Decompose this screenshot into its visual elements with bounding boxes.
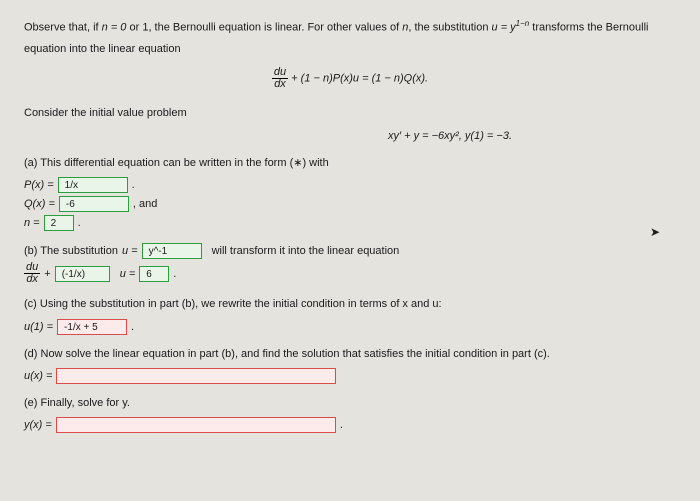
fraction: du dx — [24, 262, 40, 285]
n-input[interactable]: 2 — [44, 215, 74, 231]
intro-text: Observe that, if — [24, 22, 102, 34]
intro-sup: 1−n — [516, 19, 530, 28]
cursor-icon: ➤ — [650, 225, 660, 239]
part-d-row: u(x) = — [24, 368, 676, 384]
frac-bot: dx — [24, 274, 40, 285]
intro-line1: Observe that, if n = 0 or 1, the Bernoul… — [24, 18, 676, 36]
dot: . — [340, 419, 343, 431]
and-text: , and — [133, 198, 157, 210]
u1-input[interactable]: -1/x + 5 — [57, 319, 127, 335]
consider-text: Consider the initial value problem — [24, 106, 676, 121]
part-b-text1: (b) The substitution — [24, 245, 118, 257]
qx-input[interactable]: -6 — [59, 196, 129, 212]
qx-label: Q(x) = — [24, 198, 55, 210]
part-c-text: (c) Using the substitution in part (b), … — [24, 297, 676, 312]
n-label: n = — [24, 217, 40, 229]
u1-label: u(1) = — [24, 321, 53, 333]
dot: . — [78, 217, 81, 229]
px-input[interactable]: 1/x — [58, 177, 128, 193]
intro-math: u = y — [492, 22, 516, 34]
part-a-n-row: n = 2 . — [24, 215, 676, 231]
part-e-row: y(x) = . — [24, 417, 676, 433]
u-label: u = — [122, 245, 138, 257]
ux-label: u(x) = — [24, 370, 52, 382]
part-a-text: (a) This differential equation can be wr… — [24, 156, 676, 171]
part-b-text2: will transform it into the linear equati… — [212, 245, 400, 257]
px-label: P(x) = — [24, 179, 54, 191]
intro-text: , the substitution — [408, 22, 491, 34]
dot: . — [131, 321, 134, 333]
equation-1: du dx + (1 − n)P(x)u = (1 − n)Q(x). — [24, 67, 676, 90]
intro-line2: equation into the linear equation — [24, 42, 676, 57]
u-input[interactable]: y^-1 — [142, 243, 202, 259]
dot: . — [132, 179, 135, 191]
part-b-row1: (b) The substitution u = y^-1 will trans… — [24, 243, 676, 259]
part-e-text: (e) Finally, solve for y. — [24, 396, 676, 411]
yx-input[interactable] — [56, 417, 336, 433]
intro-math: n = 0 — [102, 22, 127, 34]
frac-bot: dx — [272, 79, 288, 90]
fraction: du dx — [272, 67, 288, 90]
ux-input[interactable] — [56, 368, 336, 384]
equation-2: xy′ + y = −6xy², y(1) = −3. — [24, 130, 676, 142]
part-a-px-row: P(x) = 1/x . — [24, 177, 676, 193]
eq-rest: + (1 − n)P(x)u = (1 − n)Q(x). — [288, 73, 428, 85]
part-c-row: u(1) = -1/x + 5 . — [24, 319, 676, 335]
dot: . — [173, 268, 176, 280]
coef-input[interactable]: (-1/x) — [55, 266, 110, 282]
plus: + — [44, 268, 50, 280]
intro-text: or 1, the Bernoulli equation is linear. … — [126, 22, 402, 34]
yx-label: y(x) = — [24, 419, 52, 431]
part-b-row2: du dx + (-1/x) u = 6 . — [24, 262, 676, 285]
part-a-qx-row: Q(x) = -6 , and — [24, 196, 676, 212]
intro-text: transforms the Bernoulli — [529, 22, 648, 34]
ueq-label: u = — [120, 268, 136, 280]
ueq-input[interactable]: 6 — [139, 266, 169, 282]
part-d-text: (d) Now solve the linear equation in par… — [24, 347, 676, 362]
